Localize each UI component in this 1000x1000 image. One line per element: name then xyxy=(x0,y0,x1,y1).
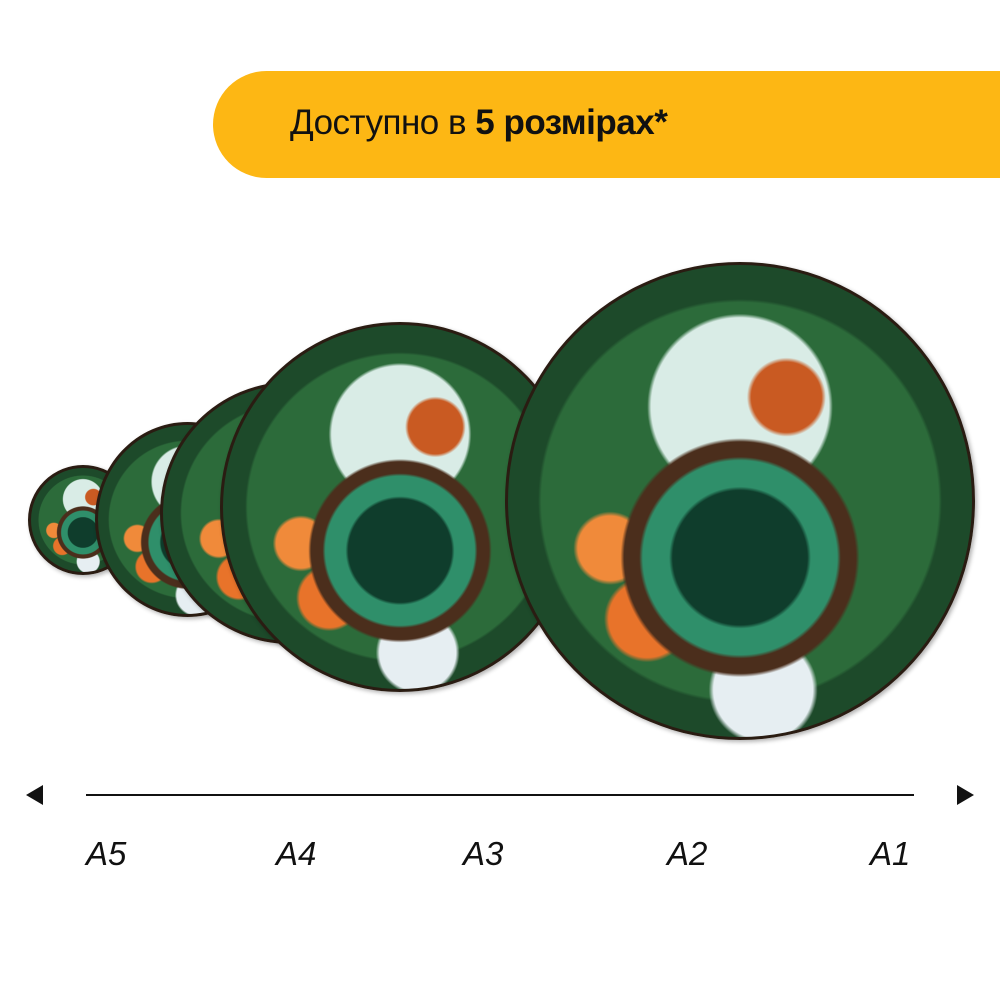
banner-text-regular: Доступно в xyxy=(290,103,476,142)
puzzle-image-a1 xyxy=(505,262,975,740)
size-label-a4: A4 xyxy=(276,835,317,872)
size-label-a3: A3 xyxy=(463,835,504,872)
arrow-left-icon xyxy=(26,785,43,805)
size-scale-line xyxy=(86,794,914,796)
size-label-a1: A1 xyxy=(870,835,911,872)
banner: Доступно в 5 розмірах* xyxy=(213,71,1000,178)
size-label-a5: A5 xyxy=(86,835,127,872)
arrow-right-icon xyxy=(957,785,974,805)
size-label-a2: A2 xyxy=(667,835,708,872)
banner-text: Доступно в 5 розмірах* xyxy=(290,103,668,143)
banner-text-bold: 5 розмірах* xyxy=(475,103,668,142)
